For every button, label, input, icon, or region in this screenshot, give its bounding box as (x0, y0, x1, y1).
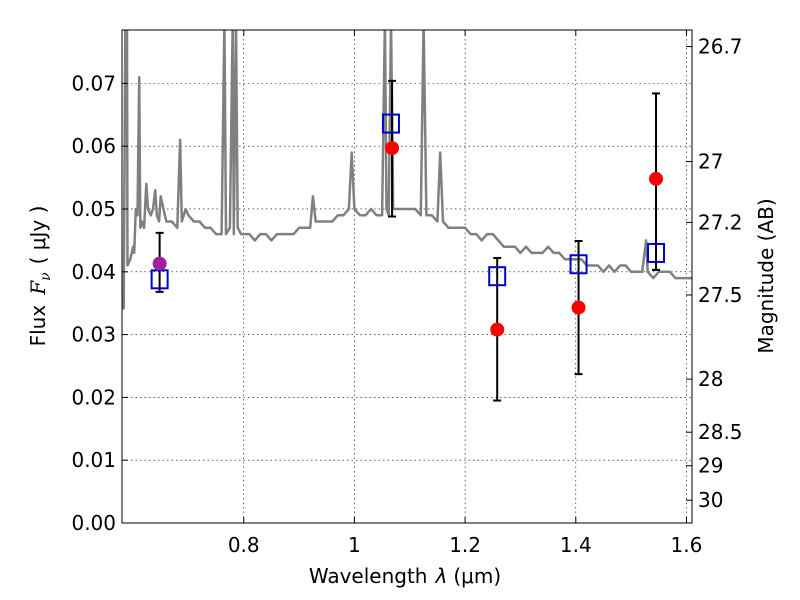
data-points (150, 113, 666, 337)
right-tick-label: 29 (698, 454, 723, 478)
right-tick-label: 28 (698, 367, 723, 391)
right-tick-label: 27.5 (698, 283, 743, 307)
observed-point (385, 141, 400, 156)
model-point (569, 254, 588, 275)
x-tick-label: 1.4 (560, 533, 592, 557)
y-axis-title-text: Flux (26, 305, 50, 347)
model-point (647, 242, 666, 263)
right-tick-label: 28.5 (698, 420, 743, 444)
right-tick-label: 26.7 (698, 35, 743, 59)
spectrum-line (122, 30, 692, 310)
plot-frame (121, 29, 693, 524)
observed-point (649, 171, 664, 186)
model-point (488, 266, 507, 287)
y-tick-label: 0.07 (71, 71, 116, 95)
y-tick-label: 0.02 (71, 385, 116, 409)
y-axis-subscript: ν (38, 272, 54, 281)
x-tick-label: 0.8 (228, 533, 260, 557)
spectrum-layer (122, 30, 692, 310)
y-axis-symbol: F (26, 280, 50, 296)
right-axis-title: Magnitude (AB) (754, 198, 778, 353)
y-axis-unit: ( μJy ) (26, 206, 50, 265)
right-tick-label: 27.2 (698, 210, 743, 234)
y-axis-title: Flux Fν ( μJy ) (26, 206, 54, 347)
grid-lines (122, 30, 692, 524)
right-tick-label: 30 (698, 488, 723, 512)
y-tick-label: 0.00 (71, 511, 116, 535)
x-axis-symbol: λ (435, 564, 448, 588)
right-tick-label: 27 (698, 150, 723, 174)
y-tick-label: 0.03 (71, 323, 116, 347)
x-axis-unit: (μm) (453, 564, 501, 588)
axis-ticks: 0.8 1 1.2 1.4 1.6 0.00 0.01 0.02 0.03 0.04 0.05 0.0… (71, 30, 743, 557)
y-tick-label: 0.04 (71, 260, 116, 284)
y-tick-label: 0.06 (71, 134, 116, 158)
x-tick-label: 1 (348, 533, 361, 557)
optical-point (152, 256, 167, 271)
model-point (381, 113, 400, 134)
observed-point (490, 322, 505, 337)
y-tick-label: 0.05 (71, 197, 116, 221)
y-tick-label: 0.01 (71, 448, 116, 472)
x-axis-title-text: Wavelength (309, 564, 428, 588)
x-tick-label: 1.2 (449, 533, 481, 557)
observed-point (571, 300, 586, 315)
x-tick-label: 1.6 (671, 533, 703, 557)
x-axis-title: Wavelength λ (μm) (309, 564, 501, 588)
